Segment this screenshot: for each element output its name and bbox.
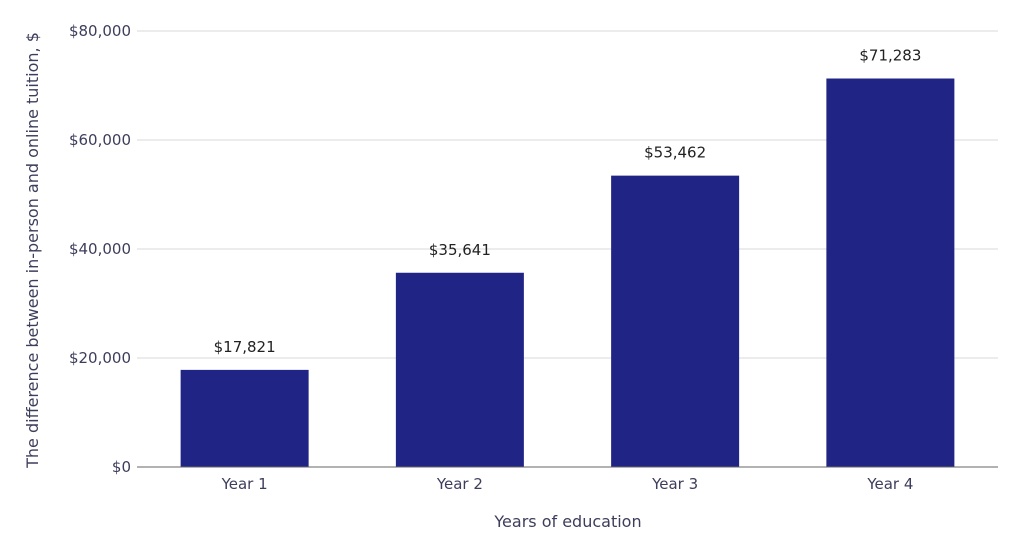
y-tick-label: $20,000 <box>69 349 131 367</box>
x-tick-label: Year 1 <box>221 475 268 493</box>
bar <box>611 175 740 468</box>
y-tick-label: $40,000 <box>69 240 131 258</box>
bar-value-label: $17,821 <box>214 338 276 356</box>
axes: $0 $20,000 $40,000 $60,000 $80,000 Year 1 Year… <box>69 22 998 493</box>
x-axis-title: Years of education <box>493 512 641 531</box>
bar-value-label: $53,462 <box>644 144 706 162</box>
y-tick-label: $0 <box>112 458 131 476</box>
y-tick-label: $80,000 <box>69 22 131 40</box>
bar <box>826 78 955 467</box>
bar <box>395 272 524 467</box>
y-axis-title: The difference between in-person and onl… <box>23 32 42 469</box>
data-labels: $17,821 $35,641 $53,462 $71,283 <box>214 47 922 356</box>
bar-value-label: $71,283 <box>859 47 921 65</box>
y-tick-label: $60,000 <box>69 131 131 149</box>
bar-value-label: $35,641 <box>429 241 491 259</box>
x-tick-label: Year 4 <box>866 475 913 493</box>
x-tick-label: Year 2 <box>436 475 483 493</box>
bar <box>180 369 309 467</box>
bars <box>180 78 955 468</box>
x-tick-label: Year 3 <box>651 475 698 493</box>
